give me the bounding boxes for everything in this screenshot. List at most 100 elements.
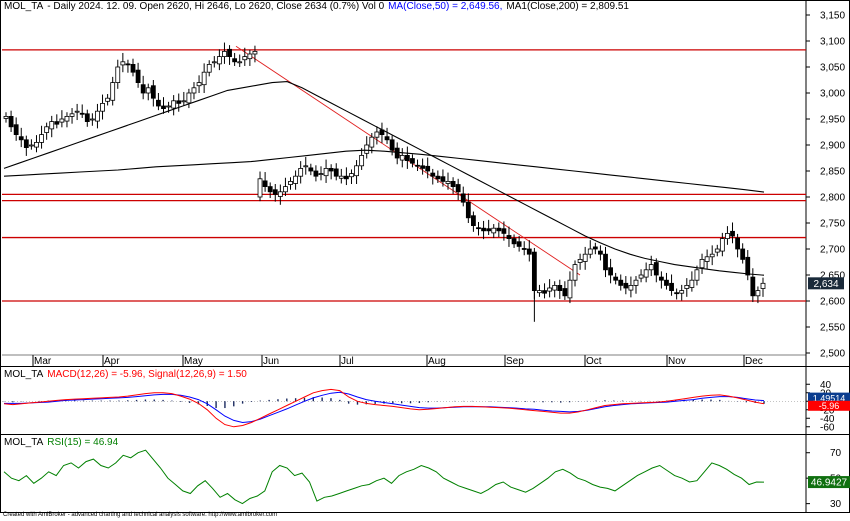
candle-body bbox=[552, 284, 558, 291]
candle-body bbox=[18, 136, 24, 141]
candle-body bbox=[506, 235, 512, 239]
candle-body bbox=[450, 180, 456, 187]
candle-body bbox=[201, 71, 207, 86]
candle-body bbox=[531, 251, 537, 291]
macd-tick-label: -60 bbox=[820, 422, 835, 433]
candle-body bbox=[755, 290, 761, 297]
candle-body bbox=[125, 63, 131, 66]
candle-body bbox=[343, 175, 349, 180]
price-panel-title: MOL_TA - Daily 2024. 12. 09. Open 2620, H… bbox=[4, 1, 633, 12]
candle-body bbox=[658, 276, 664, 281]
candle-body bbox=[435, 175, 441, 180]
candle-body bbox=[587, 248, 593, 255]
candle-body bbox=[176, 100, 182, 104]
y-tick-label: 2,700 bbox=[820, 245, 845, 256]
candle-body bbox=[562, 288, 568, 297]
month-label: Jul bbox=[341, 356, 354, 367]
panel-frame bbox=[0, 434, 850, 513]
candle-body bbox=[384, 136, 390, 141]
macd-symbol: MOL_TA bbox=[4, 369, 44, 380]
candle-body bbox=[161, 105, 166, 109]
candle-body bbox=[95, 110, 100, 122]
y-tick-label: 2,550 bbox=[820, 323, 845, 334]
y-tick-label: 3,000 bbox=[820, 89, 845, 100]
candle-body bbox=[191, 87, 197, 94]
rsi-tick-label: 30 bbox=[830, 499, 842, 510]
candle-body bbox=[369, 136, 375, 148]
month-label: Mar bbox=[34, 356, 52, 367]
candle-body bbox=[674, 292, 680, 295]
credit-text: Created with AmiBroker - advanced charti… bbox=[3, 512, 278, 518]
candle-body bbox=[684, 284, 690, 289]
candle-body bbox=[501, 228, 507, 234]
candle-body bbox=[13, 124, 19, 136]
y-tick-label: 2,500 bbox=[820, 349, 845, 360]
candle-body bbox=[166, 105, 171, 108]
y-tick-label: 2,750 bbox=[820, 219, 845, 230]
candle-body bbox=[349, 173, 354, 178]
candle-body bbox=[404, 154, 410, 161]
candle-body bbox=[745, 256, 751, 276]
month-label: Nov bbox=[668, 356, 686, 367]
candle-body bbox=[608, 267, 613, 276]
candle-body bbox=[603, 253, 608, 271]
month-label: Jun bbox=[263, 356, 279, 367]
candle-body bbox=[735, 237, 740, 250]
candle-body bbox=[277, 191, 283, 197]
candle-body bbox=[130, 64, 136, 73]
candle-body bbox=[542, 290, 547, 294]
candle-body bbox=[750, 276, 756, 297]
y-tick-label: 3,100 bbox=[820, 37, 845, 48]
candle-body bbox=[460, 193, 466, 203]
candle-body bbox=[105, 97, 111, 102]
candle-body bbox=[481, 227, 486, 232]
rsi-panel-title: MOL_TA RSI(15) = 46.94 bbox=[4, 437, 122, 448]
y-tick-label: 2,800 bbox=[820, 193, 845, 204]
candle-body bbox=[476, 227, 481, 230]
candle-body bbox=[394, 147, 400, 159]
candle-body bbox=[643, 269, 649, 278]
last-price-tag bbox=[808, 277, 844, 290]
y-tick-label: 2,600 bbox=[820, 297, 845, 308]
candle-body bbox=[465, 201, 471, 219]
ma50-line bbox=[3, 81, 765, 276]
candle-body bbox=[760, 282, 766, 289]
rsi-tick-label: 70 bbox=[830, 448, 842, 459]
candle-body bbox=[23, 139, 29, 149]
candle-body bbox=[74, 110, 80, 113]
panel-frame bbox=[0, 0, 850, 367]
candle-body bbox=[719, 238, 725, 252]
candle-body bbox=[664, 279, 669, 286]
candle-body bbox=[598, 250, 603, 255]
candle-body bbox=[725, 232, 730, 239]
candle-body bbox=[272, 189, 278, 195]
candle-body bbox=[150, 85, 156, 99]
rsi-title: RSI(15) = 46.94 bbox=[47, 437, 119, 448]
candle-body bbox=[252, 51, 258, 55]
candle-body bbox=[54, 121, 60, 125]
candle-body bbox=[79, 112, 85, 115]
candle-body bbox=[628, 284, 634, 291]
candle-body bbox=[714, 248, 720, 253]
candle-body bbox=[582, 253, 588, 262]
ohlc-info: - Daily 2024. 12. 09. Open 2620, Hi 2646… bbox=[47, 1, 385, 12]
candle-body bbox=[415, 164, 420, 167]
macd-value-label: -5.96 bbox=[819, 401, 840, 411]
candle-body bbox=[689, 279, 695, 288]
candle-body bbox=[242, 56, 248, 61]
rsi-value-label: 46.9427 bbox=[811, 478, 848, 489]
month-label: Oct bbox=[586, 356, 602, 367]
candle-body bbox=[648, 264, 654, 271]
candle-body bbox=[262, 180, 268, 188]
month-label: Sep bbox=[506, 356, 524, 367]
candle-body bbox=[425, 165, 431, 172]
signal-value-tag bbox=[808, 392, 850, 404]
candle-body bbox=[491, 227, 497, 234]
month-label: Apr bbox=[104, 356, 120, 367]
last-price-label: 2,634 bbox=[813, 279, 838, 290]
rsi-line bbox=[3, 449, 765, 505]
candle-body bbox=[328, 167, 334, 172]
candle-body bbox=[679, 290, 685, 294]
candle-body bbox=[49, 121, 55, 130]
candle-body bbox=[257, 178, 263, 198]
